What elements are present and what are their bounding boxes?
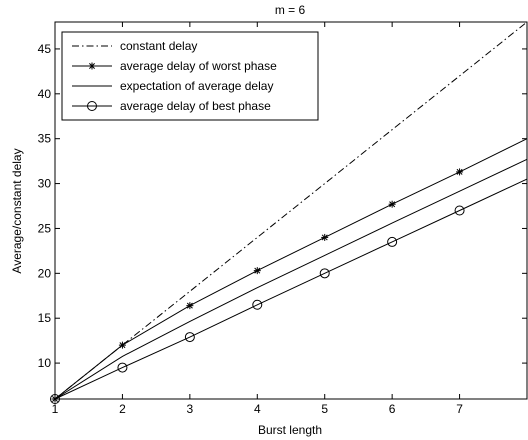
x-tick-label: 6 [389,402,396,416]
data-point-star [456,168,464,176]
series-line-0 [54,21,528,400]
series-line-1 [54,138,528,400]
plot-frame [54,21,528,400]
legend-label-3: average delay of best phase [120,99,271,113]
y-tick-label: 45 [38,42,52,56]
data-point-circle [387,236,398,247]
data-point-circle [454,205,465,216]
legend-label-2: expectation of average delay [120,79,273,93]
x-tick-label: 1 [52,402,59,416]
data-point-star [118,341,126,349]
legend-label-1: average delay of worst phase [120,59,277,73]
legend-label-0: constant delay [120,39,197,53]
series-0 [54,21,528,400]
y-axis-label: Average/constant delay [10,148,24,273]
x-tick-label: 4 [254,402,261,416]
chart-title: m = 6 [275,3,306,17]
data-point-circle [184,332,195,343]
data-point-circle [319,268,330,279]
legend: constant delay average delay of worst pha… [61,31,319,121]
y-tick-label: 35 [38,132,52,146]
series-3 [50,178,528,404]
y-tick-label: 40 [38,87,52,101]
x-axis-label: Burst length [258,423,322,437]
plot-axes [54,21,528,400]
data-point-star [321,233,329,241]
series-line-2 [54,158,528,400]
y-tick-label: 25 [38,221,52,235]
series-line-3 [54,178,528,400]
legend-marker-star [88,62,96,70]
x-tick-label: 2 [119,402,126,416]
x-tick-label: 7 [456,402,463,416]
data-point-circle [50,394,60,404]
data-point-circle [252,299,263,310]
data-point-star [253,267,261,275]
x-tick-label: 5 [321,402,328,416]
data-point-star [186,302,194,310]
y-tick-label: 30 [38,177,52,191]
legend-marker-circle [87,101,97,111]
data-point-circle [117,362,128,373]
legend-box [61,31,319,121]
series-layer [50,21,528,404]
series-1 [51,138,528,403]
data-point-star [388,200,396,208]
y-tick-label: 10 [38,356,52,370]
y-tick-label: 15 [38,311,52,325]
y-tick-label: 20 [38,266,52,280]
x-tick-label: 3 [187,402,194,416]
series-2 [54,158,528,400]
